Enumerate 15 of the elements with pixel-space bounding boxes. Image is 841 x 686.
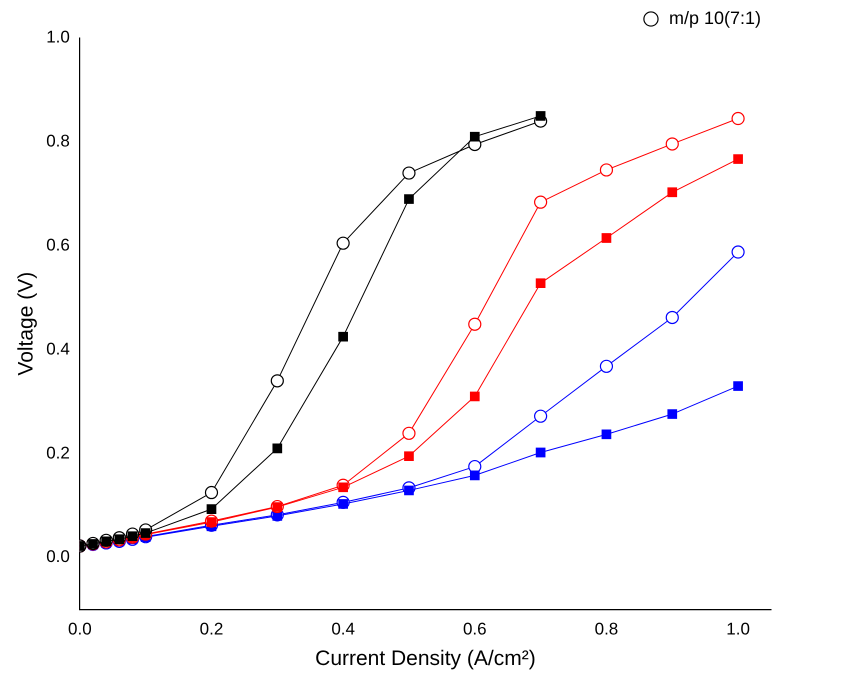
x-tick-label: 0.6 (462, 619, 487, 638)
x-axis-title: Current Density (A/cm²) (315, 647, 536, 670)
x-tick-label: 1.0 (726, 619, 750, 638)
legend-label: m/p 10(7:1) (668, 8, 762, 28)
y-tick-label: 0.2 (46, 443, 70, 462)
y-tick-label: 1.0 (46, 28, 70, 47)
y-tick-label: 0.8 (46, 132, 70, 151)
x-tick-label: 0.4 (331, 619, 355, 638)
y-tick-label: 0.4 (46, 339, 70, 358)
x-tick-label: 0.0 (68, 619, 92, 638)
x-tick-label: 0.2 (200, 619, 224, 638)
y-tick-label: 0.0 (46, 547, 70, 566)
x-tick-label: 0.8 (594, 619, 618, 638)
y-tick-label: 0.6 (46, 235, 70, 254)
y-axis-title: Voltage (V) (14, 272, 38, 376)
